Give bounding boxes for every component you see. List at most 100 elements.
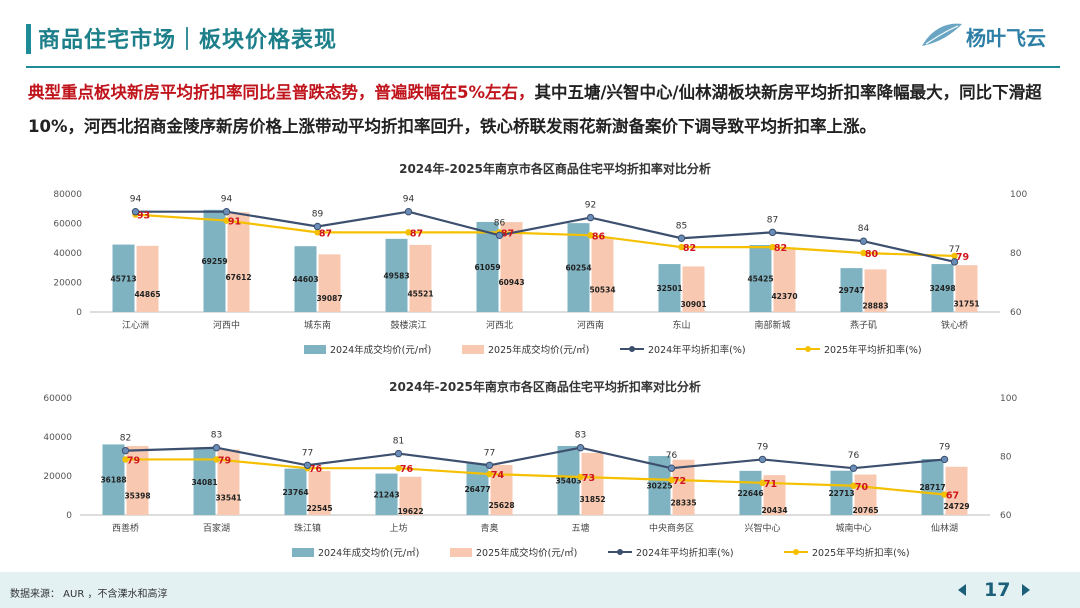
c2-y-left-tick: 60000 [43, 394, 72, 404]
c2-bar-2024-label: 28717 [919, 483, 945, 492]
c1-bar-2024-label: 60254 [565, 264, 591, 273]
c2-bar-2025 [854, 474, 877, 515]
c2-line-2024 [125, 446, 945, 470]
c2-chart-title: 2024年-2025年南京市各区商品住宅平均折扣率对比分析 [389, 379, 701, 394]
c1-bar-2025 [591, 237, 614, 312]
c2-point-2024 [121, 446, 130, 455]
c1-bar-2024 [385, 238, 408, 312]
c1-point-2024 [131, 208, 140, 216]
c2-point-2025-label: 73 [582, 473, 595, 484]
c1-bar-2024-label: 44603 [292, 275, 318, 284]
page-footer: 数据来源： AUR ，不含溧水和高淳 17 [0, 572, 1080, 608]
c1-category-label: 铁心桥 [941, 319, 968, 331]
c1-bar-2024-label: 45425 [747, 274, 773, 283]
c2-bar-2025-label: 33541 [215, 493, 241, 502]
c2-point-2024-label: 79 [939, 442, 951, 452]
c2-bar-2024 [375, 473, 398, 515]
c2-bar-2024 [193, 448, 216, 515]
c2-point-2025-label: 76 [400, 464, 414, 475]
c1-category-label: 河西北 [486, 319, 513, 331]
c2-legend-label: 2024年平均折扣率(%) [636, 547, 734, 559]
c2-category-label: 兴智中心 [744, 522, 780, 534]
c1-bar-2024-label: 45713 [110, 274, 136, 283]
c1-point-2025 [223, 217, 230, 224]
summary-text: 典型重点板块新房平均折扣率同比呈普跌态势，普遍跌幅在5%左右，其中五塘/兴智中心… [28, 76, 1068, 144]
c1-bar-2025-label: 31751 [953, 300, 979, 309]
c2-bar-2024-label: 26477 [464, 485, 490, 494]
c2-legend-swatch [292, 548, 314, 557]
c1-category-label: 南部新城 [754, 319, 790, 331]
c2-category-label: 仙林湖 [931, 522, 958, 534]
c2-point-2024 [303, 461, 312, 469]
c2-bar-2024 [466, 463, 489, 515]
c1-y-left-tick: 0 [76, 308, 82, 318]
c1-point-2024 [586, 213, 595, 222]
c1-y-right-tick: 80 [1010, 249, 1022, 259]
c2-bar-2025-label: 20765 [852, 506, 878, 515]
c1-point-2024 [677, 234, 686, 242]
c1-point-2025 [314, 229, 321, 236]
c2-bar-2025 [126, 445, 149, 515]
c2-category-label: 青奥 [480, 522, 498, 534]
c2-point-2025-label: 70 [855, 482, 869, 493]
c2-bar-2024-label: 35403 [555, 476, 581, 485]
c1-y-left-tick: 60000 [53, 220, 82, 230]
c1-bar-2024-label: 32498 [929, 284, 955, 293]
c1-legend-label: 2024年成交均价(元/㎡) [330, 344, 431, 356]
c2-y-right-tick: 60 [1000, 511, 1012, 521]
pager: 17 [948, 576, 1048, 604]
c2-bar-2024 [557, 445, 580, 515]
c1-legend-swatch [462, 345, 484, 354]
c2-bar-2024 [921, 459, 944, 515]
c2-point-2024 [394, 449, 403, 458]
c2-point-2024-label: 77 [302, 448, 313, 458]
c2-y-left-tick: 40000 [43, 433, 72, 443]
c1-bar-2024 [294, 246, 317, 312]
c1-point-2025-label: 87 [319, 228, 332, 239]
c1-bar-2024 [567, 223, 590, 312]
c1-bar-2025 [682, 266, 705, 312]
logo-text: 杨叶飞云 [966, 26, 1046, 50]
c2-point-2025-label: 72 [673, 476, 686, 487]
c1-y-right-tick: 100 [1010, 190, 1027, 200]
c1-point-2024-label: 84 [858, 224, 870, 234]
c2-point-2025 [577, 473, 584, 481]
c2-bar-2024-label: 36188 [100, 476, 126, 485]
c1-legend-label: 2024年平均折扣率(%) [648, 344, 746, 356]
c1-bar-2024-label: 49583 [383, 271, 409, 280]
c1-point-2024 [404, 208, 413, 216]
c2-point-2024-label: 77 [484, 448, 495, 458]
c2-bar-2024 [830, 470, 853, 515]
c2-point-2024-label: 79 [757, 442, 769, 452]
c2-point-2025 [213, 456, 220, 463]
page-number: 17 [984, 579, 1011, 601]
c2-point-2024 [940, 455, 949, 464]
c2-legend-marker [617, 549, 623, 555]
c2-point-2024-label: 83 [211, 431, 222, 441]
c1-bar-2024-label: 32501 [656, 284, 682, 293]
c1-point-2024 [222, 208, 231, 216]
c2-bar-2025 [763, 475, 786, 515]
c2-point-2024 [485, 461, 494, 469]
c2-point-2025 [941, 491, 948, 498]
c2-point-2024-label: 82 [120, 434, 131, 444]
c1-bar-2025-label: 60943 [498, 278, 524, 287]
c1-bar-2025-label: 42370 [771, 292, 797, 301]
header-divider [26, 66, 1060, 68]
c2-y-right-tick: 80 [1000, 453, 1012, 463]
c1-point-2024-label: 94 [130, 195, 142, 205]
c1-point-2024 [950, 258, 959, 266]
c1-bar-2025-label: 67612 [225, 273, 251, 282]
c1-point-2024 [495, 231, 504, 240]
c2-category-label: 珠江镇 [294, 522, 321, 534]
c1-bar-2025 [409, 244, 432, 312]
c2-bar-2025-label: 22545 [306, 504, 332, 513]
c2-bar-2024-label: 34081 [191, 478, 217, 487]
c2-category-label: 百家湖 [203, 522, 230, 534]
c2-y-right-tick: 100 [1000, 394, 1017, 404]
title-accent-bar [26, 24, 31, 54]
next-page-icon[interactable] [1018, 582, 1034, 598]
prev-page-icon[interactable] [954, 582, 970, 598]
c1-legend-label: 2025年成交均价(元/㎡) [488, 344, 589, 356]
page-title: 商品住宅市场｜板块价格表现 [38, 28, 338, 53]
